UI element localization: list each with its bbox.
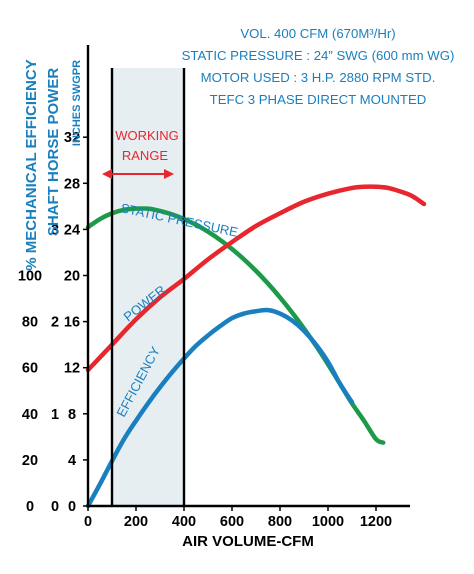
pressure-tick-label: 12 bbox=[64, 361, 80, 377]
working-range-arrow bbox=[102, 169, 174, 179]
x-tick-label: 1000 bbox=[312, 514, 344, 530]
x-tick-label: 200 bbox=[124, 514, 148, 530]
spec-line-3: MOTOR USED : 3 H.P. 2880 RPM STD. bbox=[201, 70, 436, 85]
efficiency-tick-label: 80 bbox=[22, 315, 38, 331]
pressure-axis-label: INCHES SWGPR bbox=[71, 60, 83, 146]
x-axis-ticks: 0 200 400 600 800 1000 1200 bbox=[84, 506, 392, 530]
spec-line-2: STATIC PRESSURE : 24” SWG (600 mm WG) bbox=[182, 48, 455, 63]
efficiency-axis-label: % MECHANICAL EFFICIENCY bbox=[23, 59, 40, 270]
pressure-tick-label: 4 bbox=[68, 453, 76, 469]
arrow-head-right bbox=[164, 169, 174, 179]
x-tick-label: 800 bbox=[268, 514, 292, 530]
power-tick-label: 2 bbox=[51, 315, 59, 331]
power-axis-label: SHAFT HORSE POWER bbox=[45, 68, 62, 237]
efficiency-tick-label: 40 bbox=[22, 407, 38, 423]
pressure-tick-label: 16 bbox=[64, 315, 80, 331]
curves bbox=[85, 184, 427, 509]
efficiency-tick-label: 20 bbox=[22, 453, 38, 469]
pressure-tick-label: 8 bbox=[68, 407, 76, 423]
pressure-axis-label-group: INCHES SWGPR bbox=[71, 60, 83, 146]
pressure-tick-label: 24 bbox=[64, 222, 80, 238]
efficiency-curve bbox=[85, 307, 355, 509]
pressure-tick-label: 28 bbox=[64, 176, 80, 192]
pressure-tick-label: 20 bbox=[64, 269, 80, 285]
power-tick-label: 0 bbox=[51, 499, 59, 515]
pressure-tick-label: 0 bbox=[68, 499, 76, 515]
x-tick-label: 1200 bbox=[360, 514, 392, 530]
spec-line-1: VOL. 400 CFM (670M³/Hr) bbox=[240, 26, 395, 41]
specs-block: VOL. 400 CFM (670M³/Hr) STATIC PRESSURE … bbox=[182, 26, 455, 107]
x-tick-label: 400 bbox=[172, 514, 196, 530]
efficiency-tick-label: 100 bbox=[18, 269, 42, 285]
spec-line-4: TEFC 3 PHASE DIRECT MOUNTED bbox=[210, 92, 427, 107]
power-tick-label: 3 bbox=[51, 222, 59, 238]
working-range-annotation: WORKING RANGE bbox=[102, 128, 179, 179]
working-range-label-line1: WORKING bbox=[115, 128, 179, 143]
x-tick-label: 600 bbox=[220, 514, 244, 530]
arrow-head-left bbox=[102, 169, 112, 179]
working-range-label-line2: RANGE bbox=[122, 148, 169, 163]
x-axis-label: AIR VOLUME-CFM bbox=[182, 533, 314, 550]
x-tick-label: 0 bbox=[84, 514, 92, 530]
power-tick-label: 1 bbox=[51, 407, 59, 423]
efficiency-tick-label: 0 bbox=[26, 499, 34, 515]
efficiency-tick-label: 60 bbox=[22, 361, 38, 377]
pressure-tick-label: 32 bbox=[64, 130, 80, 146]
power-curve bbox=[85, 184, 427, 373]
